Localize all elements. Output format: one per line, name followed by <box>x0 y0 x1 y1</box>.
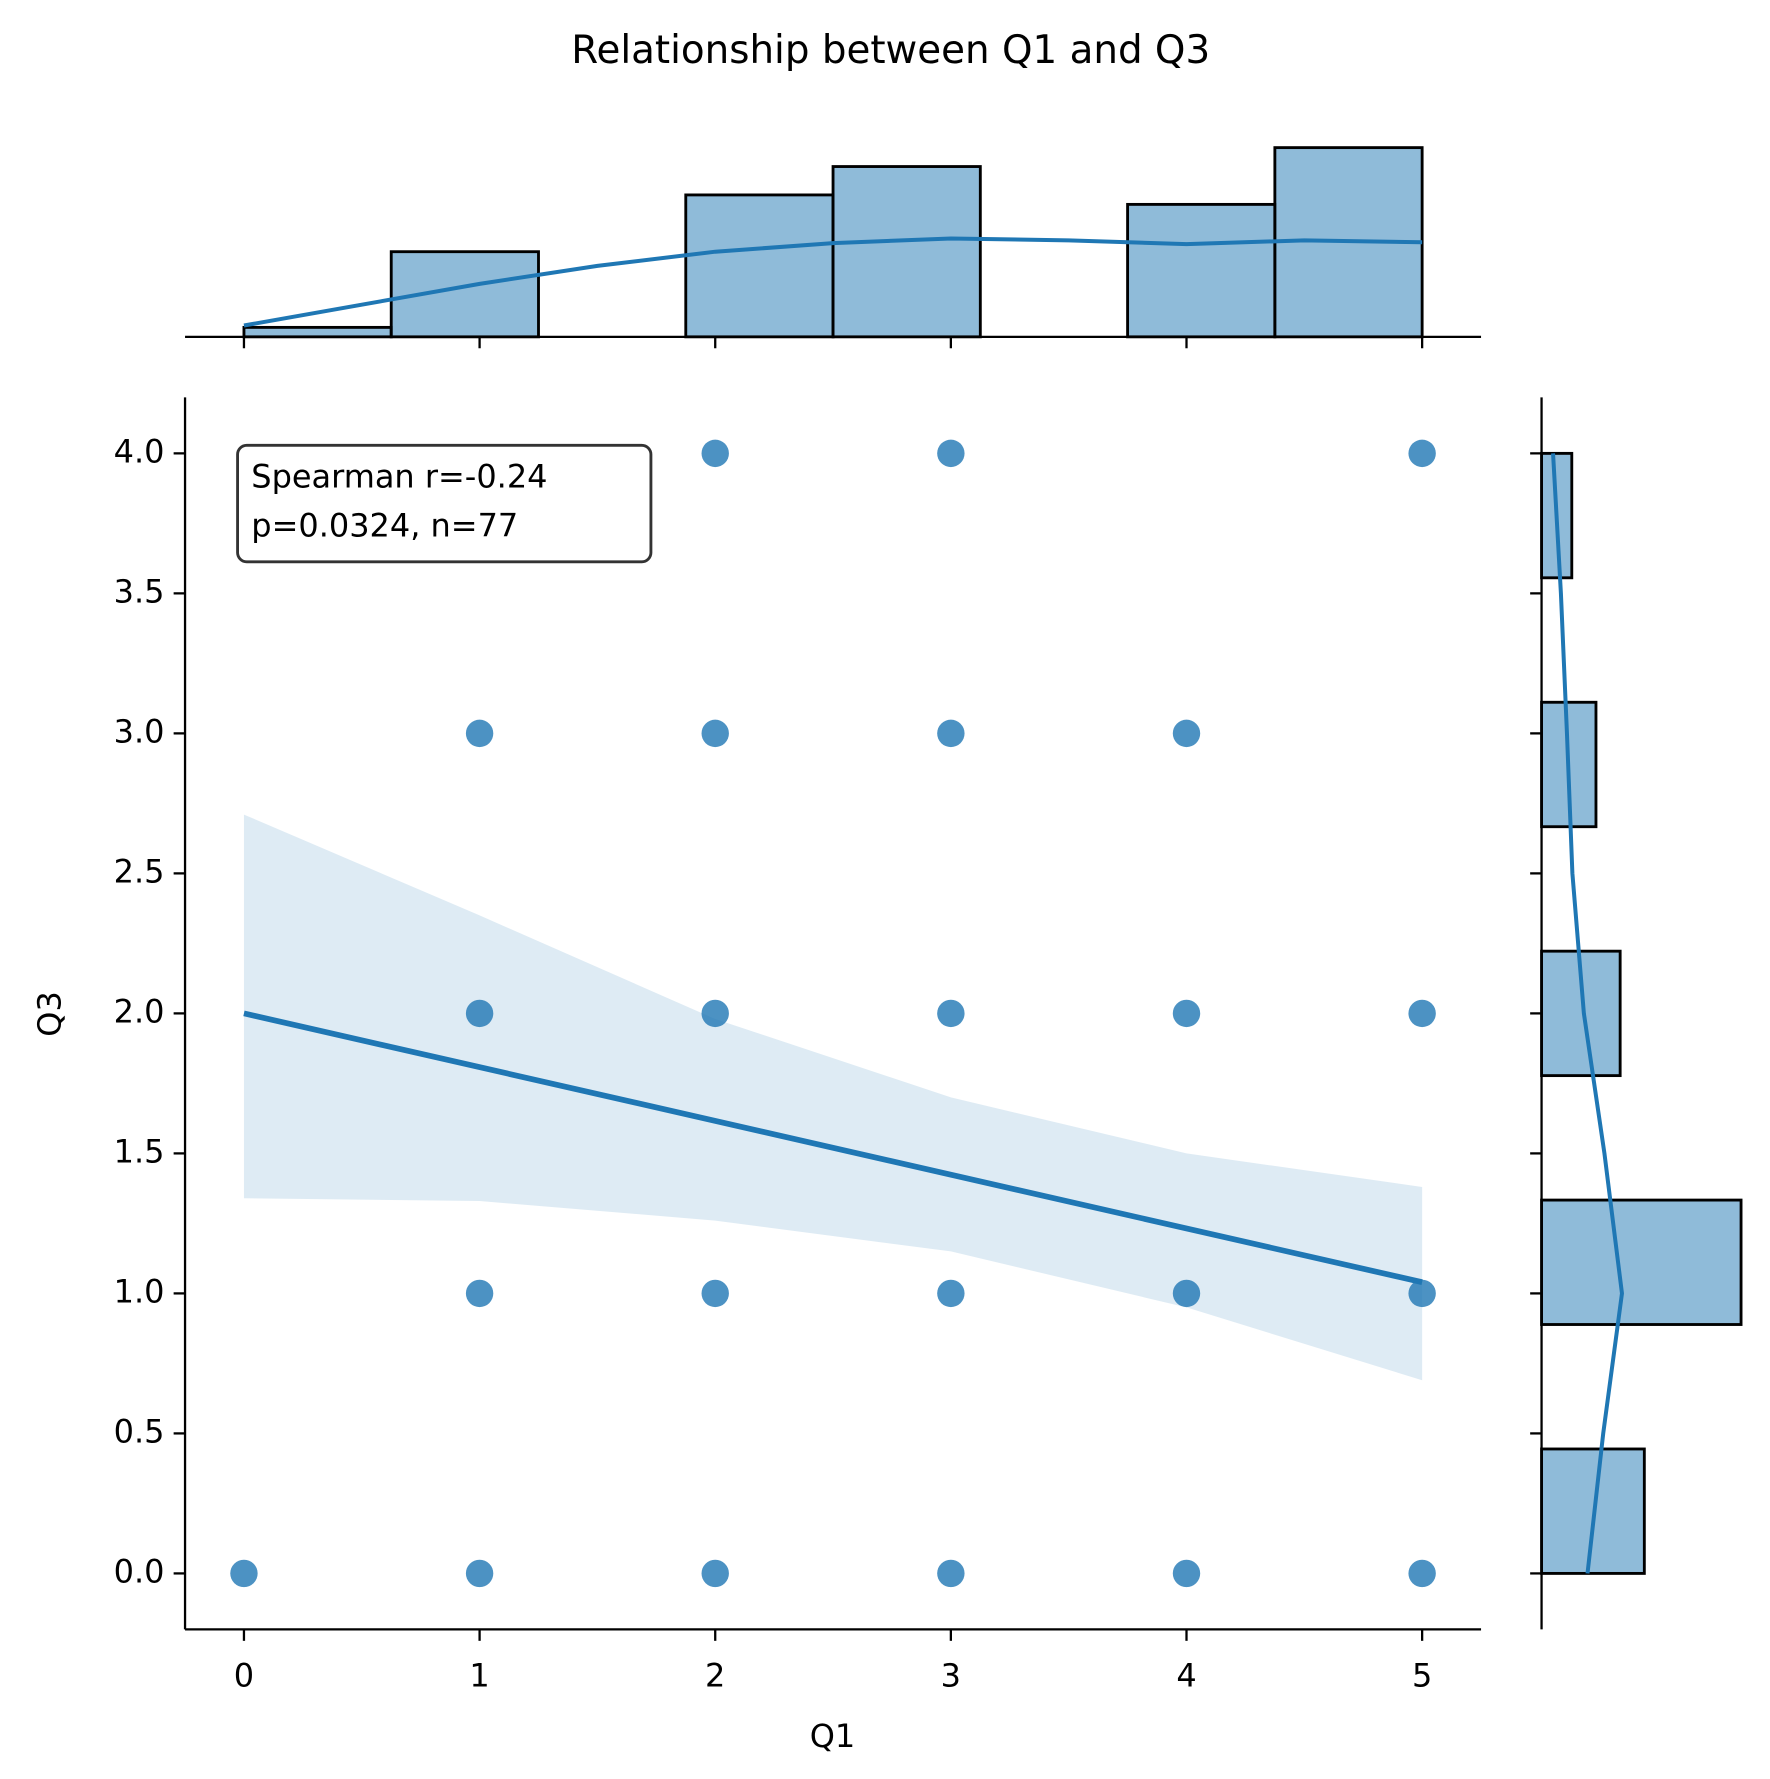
scatter-point <box>701 439 729 468</box>
scatter-point <box>1408 439 1436 468</box>
histogram-bar <box>831 165 982 339</box>
scatter-point <box>937 439 965 468</box>
scatter-point <box>1172 719 1201 748</box>
y-tick-label: 1.5 <box>114 1132 165 1170</box>
scatter-point <box>701 719 729 748</box>
chart-title: Relationship between Q1 and Q3 <box>571 28 1210 73</box>
regression-line <box>243 1010 1423 1285</box>
scatter-point <box>937 1279 965 1308</box>
scatter-point <box>1408 1279 1436 1308</box>
kde-line <box>1551 453 1624 1574</box>
annotation-text: Spearman r=-0.24 <box>251 457 547 495</box>
scatter-point <box>701 1559 729 1588</box>
x-axis-label: Q1 <box>810 1717 856 1755</box>
histogram-bar <box>684 193 835 339</box>
y-tick-label: 3.5 <box>114 572 165 610</box>
y-tick-label: 0.0 <box>114 1552 165 1590</box>
x-tick-label: 4 <box>1176 1656 1196 1694</box>
scatter-point <box>465 1279 494 1308</box>
y-tick-label: 2.5 <box>114 852 165 890</box>
scatter-point <box>465 999 494 1028</box>
scatter-point <box>1172 1559 1201 1588</box>
scatter-point <box>1172 999 1201 1028</box>
kde-line <box>243 236 1423 328</box>
x-tick-label: 0 <box>234 1656 254 1694</box>
x-tick-label: 2 <box>705 1656 725 1694</box>
scatter-point <box>937 1559 965 1588</box>
scatter-point <box>465 719 494 748</box>
y-tick-label: 1.0 <box>114 1272 165 1310</box>
scatter-point <box>465 1559 494 1588</box>
y-tick-label: 2.0 <box>114 992 165 1030</box>
x-tick-label: 3 <box>941 1656 961 1694</box>
histogram-bar <box>242 325 393 339</box>
scatter-point <box>937 999 965 1028</box>
scatter-point <box>1408 1559 1436 1588</box>
x-tick-label: 5 <box>1412 1656 1432 1694</box>
y-tick-label: 0.5 <box>114 1412 165 1450</box>
y-tick-label: 3.0 <box>114 712 165 750</box>
y-axis-label: Q3 <box>30 991 68 1037</box>
y-tick-label: 4.0 <box>114 432 165 470</box>
annotation-text: p=0.0324, n=77 <box>251 507 518 545</box>
histogram-bar <box>1540 1198 1743 1326</box>
scatter-point <box>1408 999 1436 1028</box>
confidence-band <box>243 814 1423 1381</box>
scatter-point <box>937 719 965 748</box>
scatter-point <box>701 999 729 1028</box>
annotation-box <box>236 443 653 564</box>
scatter-point <box>1172 1279 1201 1308</box>
scatter-point <box>230 1559 258 1588</box>
scatter-point <box>701 1279 729 1308</box>
histogram-bar <box>1126 202 1277 339</box>
x-tick-label: 1 <box>469 1656 489 1694</box>
